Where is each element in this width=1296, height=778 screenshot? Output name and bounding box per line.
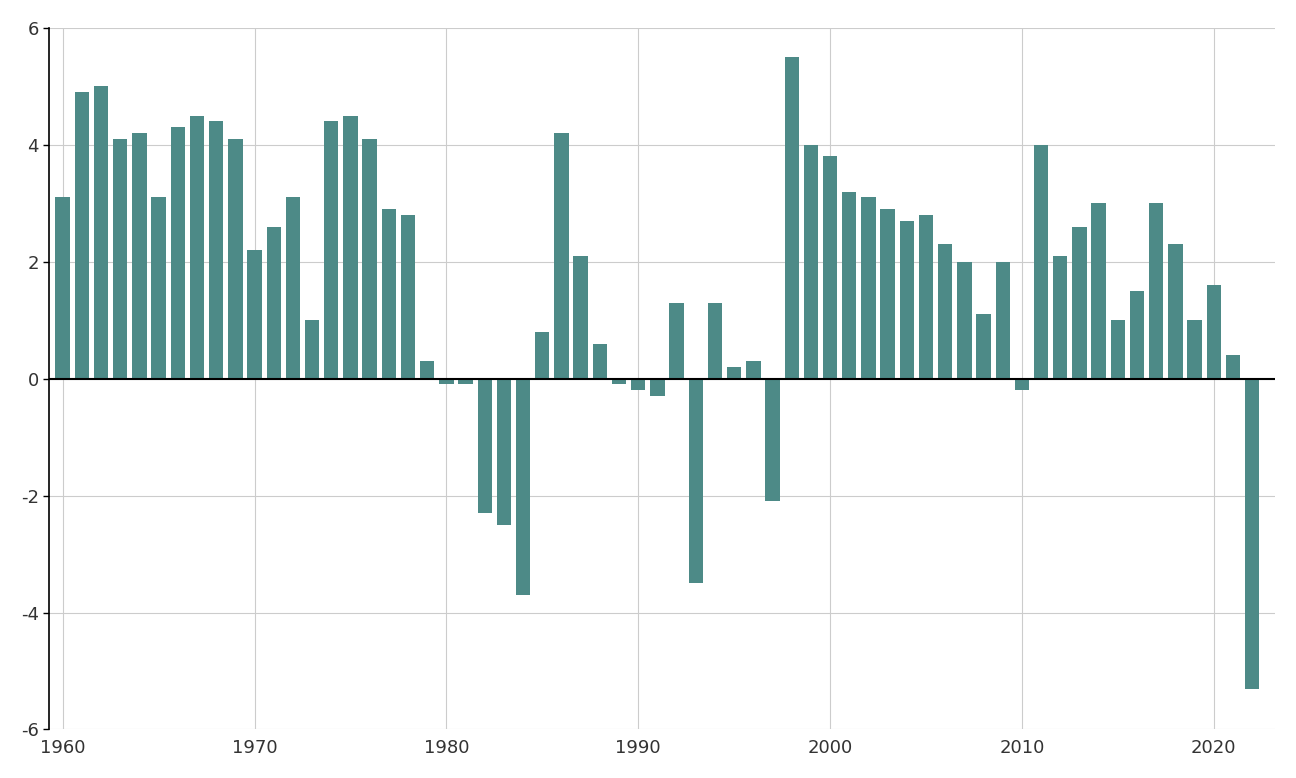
Bar: [612, 379, 626, 384]
Bar: [995, 261, 1010, 379]
Bar: [727, 367, 741, 379]
Bar: [804, 145, 818, 379]
Bar: [363, 139, 377, 379]
Bar: [248, 250, 262, 379]
Bar: [784, 57, 798, 379]
Bar: [1034, 145, 1048, 379]
Bar: [919, 215, 933, 379]
Bar: [899, 221, 914, 379]
Bar: [152, 198, 166, 379]
Bar: [209, 121, 223, 379]
Bar: [573, 256, 588, 379]
Bar: [93, 86, 109, 379]
Bar: [746, 361, 761, 379]
Bar: [535, 332, 550, 379]
Bar: [1168, 244, 1182, 379]
Bar: [400, 215, 415, 379]
Bar: [670, 303, 684, 379]
Bar: [842, 191, 857, 379]
Bar: [1091, 203, 1105, 379]
Bar: [592, 344, 607, 379]
Bar: [651, 379, 665, 396]
Bar: [420, 361, 434, 379]
Bar: [1015, 379, 1029, 391]
Bar: [1111, 321, 1125, 379]
Bar: [880, 209, 894, 379]
Bar: [132, 133, 146, 379]
Bar: [228, 139, 242, 379]
Bar: [459, 379, 473, 384]
Bar: [75, 92, 89, 379]
Bar: [171, 128, 185, 379]
Bar: [1207, 285, 1221, 379]
Bar: [1226, 356, 1240, 379]
Bar: [285, 198, 301, 379]
Bar: [189, 116, 205, 379]
Bar: [555, 133, 569, 379]
Bar: [56, 198, 70, 379]
Bar: [938, 244, 953, 379]
Bar: [976, 314, 990, 379]
Bar: [381, 209, 397, 379]
Bar: [958, 261, 972, 379]
Bar: [477, 379, 492, 513]
Bar: [1130, 291, 1144, 379]
Bar: [766, 379, 780, 501]
Bar: [324, 121, 338, 379]
Bar: [708, 303, 722, 379]
Bar: [113, 139, 127, 379]
Bar: [1054, 256, 1068, 379]
Bar: [631, 379, 645, 391]
Bar: [1150, 203, 1164, 379]
Bar: [688, 379, 702, 584]
Bar: [267, 226, 281, 379]
Bar: [496, 379, 511, 525]
Bar: [439, 379, 454, 384]
Bar: [1072, 226, 1086, 379]
Bar: [516, 379, 530, 595]
Bar: [343, 116, 358, 379]
Bar: [1187, 321, 1201, 379]
Bar: [823, 156, 837, 379]
Bar: [1245, 379, 1260, 689]
Bar: [305, 321, 319, 379]
Bar: [862, 198, 876, 379]
